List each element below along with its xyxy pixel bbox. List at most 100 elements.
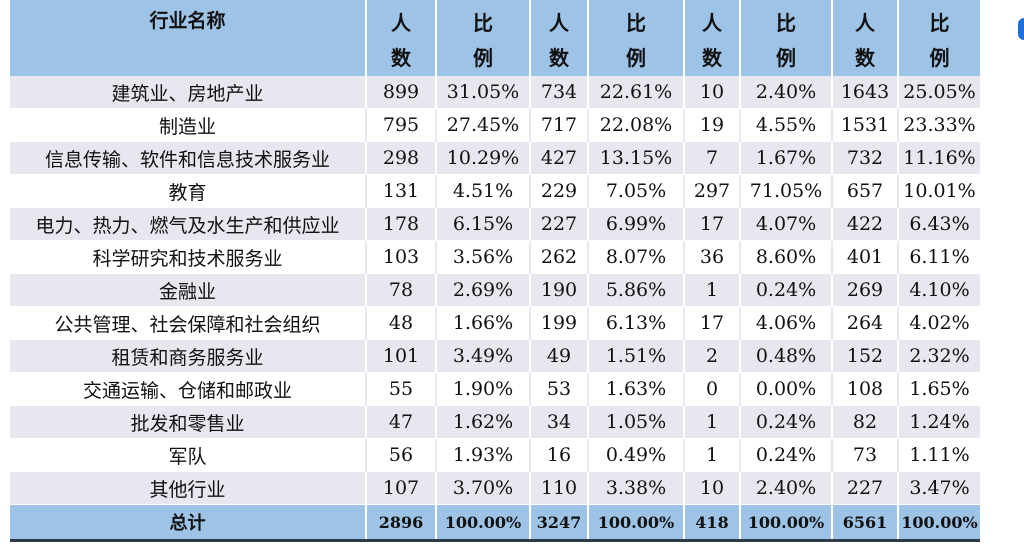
employment-table-container: 行业名称 人数 比例 人数 比例 人数 比例 人数 比例 建筑业、房地产业 899…: [10, 0, 980, 542]
industry-name-cell: 建筑业、房地产业: [10, 76, 367, 109]
ratio-cell: 71.05%: [740, 174, 833, 208]
ratio-cell: 0.24%: [740, 273, 833, 307]
table-row: 教育 131 4.51% 229 7.05% 297 71.05% 657 10.01%: [10, 174, 980, 208]
ratio-cell: 6.13%: [588, 306, 685, 340]
industry-name-cell: 军队: [10, 438, 367, 472]
industry-name-cell: 批发和零售业: [10, 405, 367, 439]
ratio-cell: 6.15%: [436, 207, 531, 241]
ratio-cell: 0.24%: [740, 438, 833, 472]
count-cell: 82: [832, 405, 899, 439]
count-cell: 717: [530, 108, 589, 142]
total-cell: 418: [684, 504, 741, 539]
count-cell: 152: [832, 339, 899, 373]
total-cell: 100.00%: [436, 504, 531, 539]
ratio-cell: 2.32%: [898, 339, 980, 373]
table-row: 公共管理、社会保障和社会组织 48 1.66% 199 6.13% 17 4.06% 264 4…: [10, 306, 980, 340]
count-cell: 16: [530, 438, 589, 472]
ratio-header: 比例: [436, 0, 531, 76]
ratio-cell: 13.15%: [588, 141, 685, 175]
count-cell: 34: [530, 405, 589, 439]
side-tab-icon[interactable]: [1018, 18, 1024, 40]
ratio-cell: 4.02%: [898, 306, 980, 340]
count-header: 人数: [366, 0, 437, 76]
count-cell: 227: [530, 207, 589, 241]
industry-name-cell: 信息传输、软件和信息技术服务业: [10, 141, 367, 175]
ratio-cell: 8.60%: [740, 240, 833, 274]
count-cell: 36: [684, 240, 741, 274]
total-row: 总计 2896 100.00% 3247 100.00% 418 100.00%…: [10, 504, 980, 539]
count-cell: 17: [684, 207, 741, 241]
table-bottom-rule: [10, 539, 980, 542]
ratio-cell: 4.10%: [898, 273, 980, 307]
industry-name-cell: 电力、热力、燃气及水生产和供应业: [10, 207, 367, 241]
count-cell: 262: [530, 240, 589, 274]
industry-name-cell: 租赁和商务服务业: [10, 339, 367, 373]
count-cell: 110: [530, 471, 589, 505]
ratio-cell: 4.55%: [740, 108, 833, 142]
table-row: 科学研究和技术服务业 103 3.56% 262 8.07% 36 8.60% 401 6.11…: [10, 240, 980, 274]
ratio-cell: 3.38%: [588, 471, 685, 505]
table-row: 批发和零售业 47 1.62% 34 1.05% 1 0.24% 82 1.24%: [10, 405, 980, 439]
count-cell: 199: [530, 306, 589, 340]
ratio-cell: 7.05%: [588, 174, 685, 208]
count-cell: 190: [530, 273, 589, 307]
industry-name-cell: 金融业: [10, 273, 367, 307]
count-cell: 795: [366, 108, 437, 142]
ratio-cell: 22.08%: [588, 108, 685, 142]
table-row: 建筑业、房地产业 899 31.05% 734 22.61% 10 2.40% 1643 25.…: [10, 76, 980, 109]
ratio-cell: 1.62%: [436, 405, 531, 439]
count-cell: 229: [530, 174, 589, 208]
ratio-cell: 1.67%: [740, 141, 833, 175]
ratio-cell: 8.07%: [588, 240, 685, 274]
ratio-cell: 3.56%: [436, 240, 531, 274]
table-row: 军队 56 1.93% 16 0.49% 1 0.24% 73 1.11%: [10, 438, 980, 472]
table-row: 其他行业 107 3.70% 110 3.38% 10 2.40% 227 3.47%: [10, 471, 980, 505]
count-cell: 73: [832, 438, 899, 472]
ratio-cell: 2.40%: [740, 76, 833, 109]
count-cell: 49: [530, 339, 589, 373]
ratio-cell: 1.93%: [436, 438, 531, 472]
total-cell: 6561: [832, 504, 899, 539]
ratio-cell: 5.86%: [588, 273, 685, 307]
count-cell: 297: [684, 174, 741, 208]
industry-name-cell: 公共管理、社会保障和社会组织: [10, 306, 367, 340]
count-cell: 1: [684, 405, 741, 439]
industry-employment-table: 行业名称 人数 比例 人数 比例 人数 比例 人数 比例 建筑业、房地产业 899…: [10, 0, 980, 539]
ratio-cell: 3.47%: [898, 471, 980, 505]
count-cell: 422: [832, 207, 899, 241]
ratio-cell: 27.45%: [436, 108, 531, 142]
count-cell: 19: [684, 108, 741, 142]
count-cell: 78: [366, 273, 437, 307]
ratio-cell: 1.66%: [436, 306, 531, 340]
count-cell: 732: [832, 141, 899, 175]
table-header-row: 行业名称 人数 比例 人数 比例 人数 比例 人数 比例: [10, 0, 980, 76]
count-cell: 657: [832, 174, 899, 208]
ratio-cell: 6.99%: [588, 207, 685, 241]
ratio-cell: 1.05%: [588, 405, 685, 439]
total-cell: 100.00%: [898, 504, 980, 539]
count-cell: 10: [684, 471, 741, 505]
ratio-cell: 1.65%: [898, 372, 980, 406]
ratio-cell: 1.51%: [588, 339, 685, 373]
count-cell: 2: [684, 339, 741, 373]
total-cell: 2896: [366, 504, 437, 539]
table-row: 制造业 795 27.45% 717 22.08% 19 4.55% 1531 23.33%: [10, 108, 980, 142]
ratio-cell: 10.01%: [898, 174, 980, 208]
count-cell: 55: [366, 372, 437, 406]
total-cell: 3247: [530, 504, 589, 539]
count-cell: 1: [684, 273, 741, 307]
industry-name-cell: 科学研究和技术服务业: [10, 240, 367, 274]
table-body: 建筑业、房地产业 899 31.05% 734 22.61% 10 2.40% 1643 25.…: [10, 76, 980, 505]
ratio-cell: 4.07%: [740, 207, 833, 241]
ratio-cell: 1.11%: [898, 438, 980, 472]
count-cell: 1643: [832, 76, 899, 109]
count-cell: 0: [684, 372, 741, 406]
total-cell: 100.00%: [588, 504, 685, 539]
industry-name-cell: 教育: [10, 174, 367, 208]
ratio-cell: 2.40%: [740, 471, 833, 505]
count-cell: 131: [366, 174, 437, 208]
count-cell: 53: [530, 372, 589, 406]
industry-name-cell: 制造业: [10, 108, 367, 142]
ratio-cell: 3.49%: [436, 339, 531, 373]
ratio-cell: 25.05%: [898, 76, 980, 109]
